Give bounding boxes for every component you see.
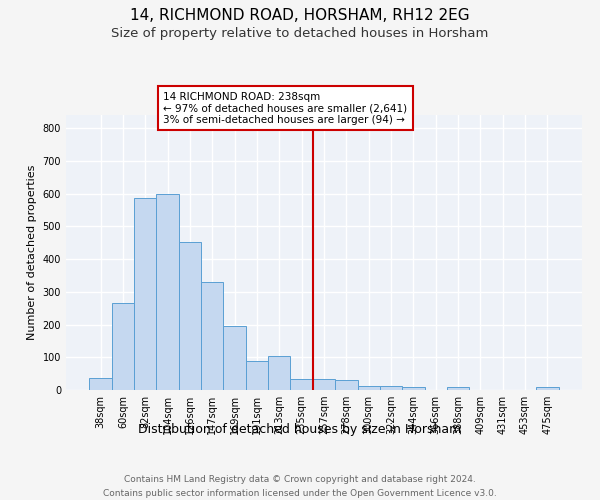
- Bar: [89, 378, 112, 390]
- Bar: [335, 380, 358, 390]
- Bar: [246, 361, 268, 390]
- Bar: [380, 386, 402, 390]
- Text: 14 RICHMOND ROAD: 238sqm
← 97% of detached houses are smaller (2,641)
3% of semi: 14 RICHMOND ROAD: 238sqm ← 97% of detach…: [163, 92, 407, 125]
- Bar: [268, 356, 290, 390]
- Bar: [447, 388, 469, 390]
- Bar: [358, 386, 380, 390]
- Text: Contains HM Land Registry data © Crown copyright and database right 2024.
Contai: Contains HM Land Registry data © Crown c…: [103, 476, 497, 498]
- Bar: [536, 388, 559, 390]
- Bar: [112, 303, 134, 390]
- Text: Distribution of detached houses by size in Horsham: Distribution of detached houses by size …: [139, 422, 461, 436]
- Bar: [223, 326, 246, 390]
- Bar: [157, 194, 179, 390]
- Bar: [313, 378, 335, 390]
- Text: Size of property relative to detached houses in Horsham: Size of property relative to detached ho…: [112, 28, 488, 40]
- Text: 14, RICHMOND ROAD, HORSHAM, RH12 2EG: 14, RICHMOND ROAD, HORSHAM, RH12 2EG: [130, 8, 470, 22]
- Bar: [290, 378, 313, 390]
- Y-axis label: Number of detached properties: Number of detached properties: [27, 165, 37, 340]
- Bar: [179, 242, 201, 390]
- Bar: [201, 282, 223, 390]
- Bar: [402, 386, 425, 390]
- Bar: [134, 198, 157, 390]
